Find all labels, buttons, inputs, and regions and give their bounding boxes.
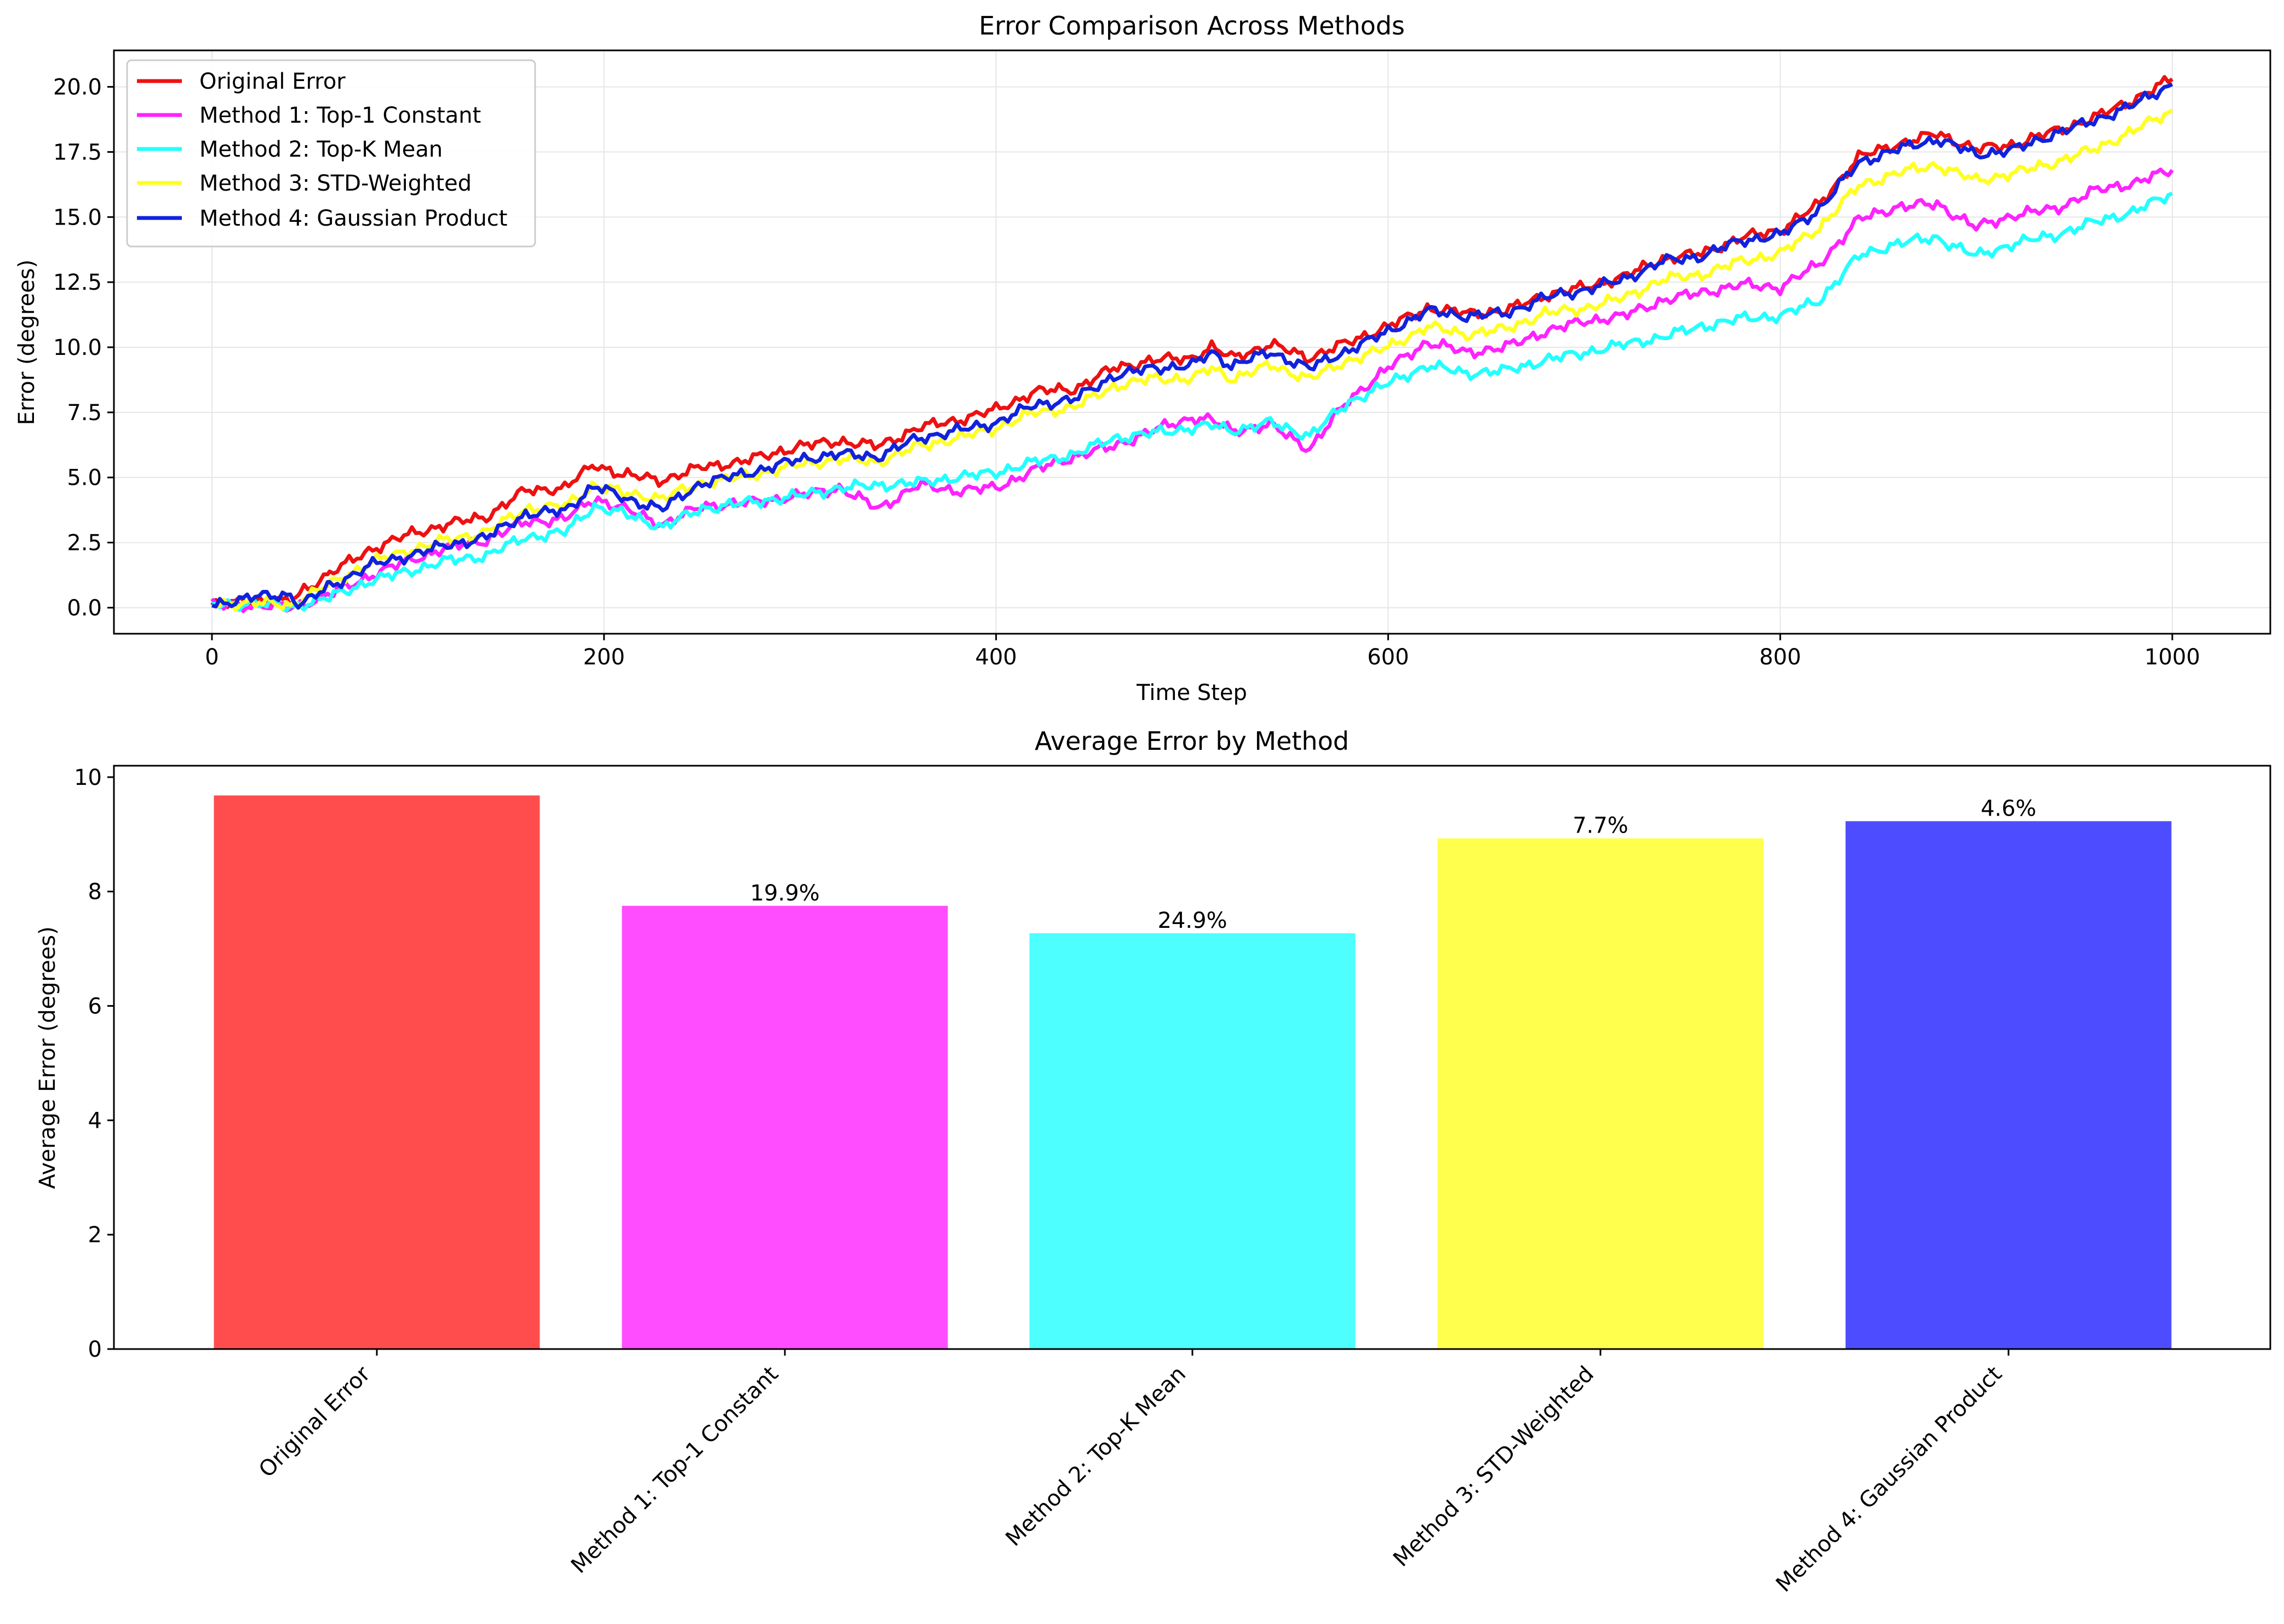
bar-std [1437, 838, 1764, 1349]
line-chart-x-tick-label: 800 [1759, 645, 1801, 670]
line-chart-x-tick-label: 400 [975, 645, 1017, 670]
legend-item-top1: Method 1: Top-1 Constant [137, 103, 481, 128]
line-chart-x-ticks: 0 200 400 600 800 1000 [205, 634, 2200, 670]
bar-chart-y-tick-label: 2 [88, 1223, 102, 1248]
legend-item-topk: Method 2: Top-K Mean [137, 137, 443, 162]
bar-chart-x-ticks: Original Error Method 1: Top-1 Constant Me… [254, 1349, 2010, 1597]
bar-chart-x-tick-label: Method 4: Gaussian Product [1771, 1362, 2007, 1597]
bar-chart-y-tick-label: 8 [88, 880, 102, 905]
bar-original [214, 795, 540, 1349]
line-chart-x-tick-label: 600 [1367, 645, 1409, 670]
line-chart-x-tick-label: 1000 [2144, 645, 2200, 670]
line-chart-frame [113, 49, 2271, 635]
line-chart-y-tick-label: 5.0 [67, 466, 102, 491]
line-chart-y-tick-label: 12.5 [53, 270, 102, 295]
bar-value-label: 24.9% [1157, 908, 1227, 933]
line-chart-y-tick-label: 10.0 [53, 335, 102, 360]
bar-value-label: 19.9% [750, 881, 819, 906]
line-chart-series [210, 75, 2174, 613]
bar-chart-y-ticks: 0 2 4 6 8 10 [74, 765, 114, 1362]
bar-chart: 19.9% 24.9% 7.7% 4.6% 0 2 4 6 8 10 Original Erro… [35, 726, 2271, 1597]
bar-chart-title: Average Error by Method [1035, 726, 1349, 756]
legend-item-gaussian: Method 4: Gaussian Product [137, 206, 507, 231]
line-chart-y-axis-label: Error (degrees) [14, 260, 39, 425]
line-series-topk [211, 192, 2173, 612]
bar-chart-bars: 19.9% 24.9% 7.7% 4.6% [214, 795, 2172, 1349]
legend-label-topk: Method 2: Top-K Mean [199, 137, 443, 162]
line-chart: 0 200 400 600 800 1000 0.0 2.5 5.0 7.5 10.0 12.5 15… [14, 11, 2271, 705]
line-chart-y-tick-label: 2.5 [67, 531, 102, 556]
bar-gaussian [1845, 821, 2172, 1349]
legend-item-std: Method 3: STD-Weighted [137, 171, 472, 196]
legend-box [126, 59, 536, 248]
bar-chart-x-tick-label: Original Error [254, 1361, 376, 1483]
legend-item-original: Original Error [137, 69, 346, 94]
bar-chart-x-tick-label: Method 2: Top-K Mean [1001, 1362, 1191, 1552]
line-chart-x-tick-label: 0 [205, 645, 219, 670]
bar-chart-y-tick-label: 0 [88, 1337, 102, 1362]
line-series-top1 [210, 167, 2174, 613]
line-chart-x-tick-label: 200 [583, 645, 625, 670]
bar-value-label: 4.6% [1981, 796, 2036, 821]
legend-label-top1: Method 1: Top-1 Constant [199, 103, 481, 128]
bar-value-label: 7.7% [1573, 813, 1628, 839]
legend-label-gaussian: Method 4: Gaussian Product [199, 206, 507, 231]
bar-top1 [622, 905, 948, 1349]
legend-label-std: Method 3: STD-Weighted [199, 171, 472, 196]
bar-chart-y-tick-label: 10 [74, 765, 102, 790]
bar-chart-y-axis-label: Average Error (degrees) [35, 926, 60, 1189]
line-series-std [211, 108, 2173, 612]
bar-chart-x-tick-label: Method 3: STD-Weighted [1388, 1362, 1599, 1572]
line-chart-y-tick-label: 15.0 [53, 205, 102, 230]
line-chart-y-ticks: 0.0 2.5 5.0 7.5 10.0 12.5 15.0 17.5 20.0 [53, 75, 114, 621]
line-chart-y-tick-label: 0.0 [67, 595, 102, 621]
line-chart-y-tick-label: 20.0 [53, 75, 102, 100]
line-chart-x-axis-label: Time Step [1136, 680, 1247, 705]
line-chart-y-tick-label: 17.5 [53, 140, 102, 165]
bar-topk [1029, 933, 1356, 1349]
bar-chart-y-tick-label: 6 [88, 994, 102, 1019]
legend-label-original: Original Error [199, 69, 346, 94]
line-chart-title: Error Comparison Across Methods [979, 11, 1405, 41]
bar-chart-y-tick-label: 4 [88, 1108, 102, 1133]
line-chart-y-tick-label: 7.5 [67, 400, 102, 426]
line-chart-legend: Original Error Method 1: Top-1 Constant … [126, 59, 536, 248]
line-series-gaussian [211, 82, 2173, 610]
bar-chart-x-tick-label: Method 1: Top-1 Constant [566, 1362, 783, 1579]
